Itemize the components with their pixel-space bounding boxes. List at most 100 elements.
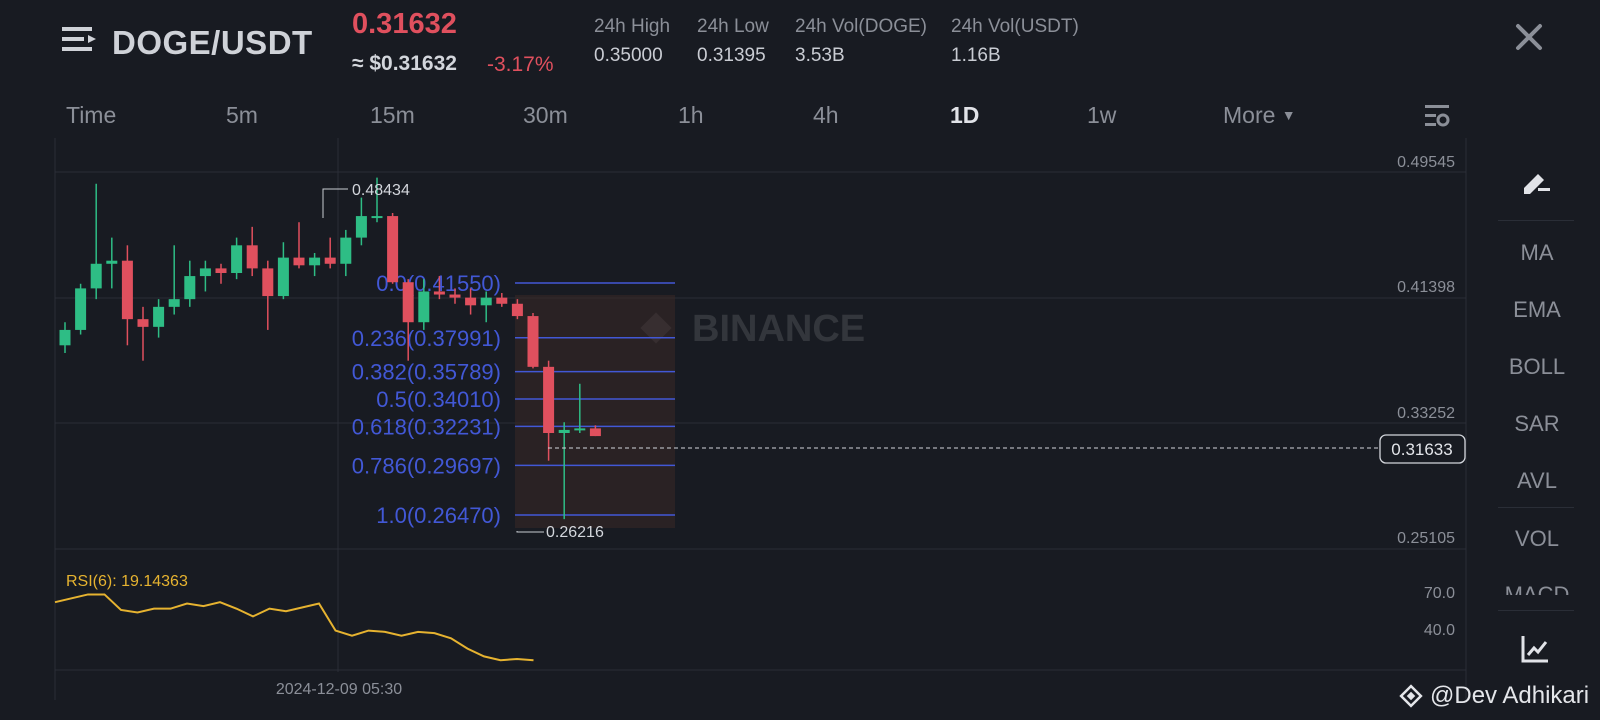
panel-divider <box>1498 507 1574 508</box>
candle-body <box>199 268 211 277</box>
candle-body <box>168 299 180 307</box>
rsi-label: RSI(6): 19.14363 <box>66 573 188 590</box>
current-price-tag <box>1379 434 1466 464</box>
indicator-ema[interactable]: EMA <box>1513 297 1561 322</box>
candle-body <box>90 263 102 289</box>
candle-body <box>574 428 586 431</box>
candle-body <box>433 291 445 295</box>
fib-label: 0.786(0.29697) <box>352 453 501 478</box>
credit-label: @Dev Adhikari <box>1430 682 1590 709</box>
candle-body <box>371 216 383 219</box>
stat-value: 3.53B <box>795 45 845 66</box>
candle-body <box>402 282 414 323</box>
price-axis-label: 0.49545 <box>1397 154 1455 171</box>
fibonacci-lines: 0.0(0.41550)0.236(0.37991)0.382(0.35789)… <box>352 271 675 528</box>
chart-grid <box>54 138 1467 700</box>
candle-body <box>309 257 321 266</box>
current-price-tag-text: 0.31633 <box>1391 440 1452 459</box>
candle-body <box>231 245 243 273</box>
stat-value: 0.35000 <box>594 45 663 66</box>
indicator-boll[interactable]: BOLL <box>1508 354 1566 379</box>
last-price: 0.31632 <box>352 8 457 40</box>
watermark-text: BINANCE <box>692 308 865 350</box>
candle-body <box>137 319 149 327</box>
fib-label: 1.0(0.26470) <box>376 503 501 528</box>
fib-label: 0.236(0.37991) <box>352 326 501 351</box>
caret-down-icon: ▼ <box>1281 107 1296 123</box>
fib-label: 0.382(0.35789) <box>352 360 501 385</box>
candle-body <box>387 216 399 283</box>
tab-30m[interactable]: 30m <box>523 102 568 128</box>
candle-body <box>121 260 133 320</box>
tab-15m[interactable]: 15m <box>370 102 415 128</box>
close-icon[interactable] <box>1512 20 1546 54</box>
candle-body <box>153 306 165 327</box>
panel-divider <box>1498 220 1574 221</box>
candle-body <box>558 429 570 433</box>
rsi-axis-label: 70.0 <box>1424 585 1455 602</box>
tab-1d[interactable]: 1D <box>950 102 980 128</box>
trading-pair-title[interactable]: DOGE/USDT <box>112 24 313 61</box>
indicator-macd[interactable]: MACD <box>1504 582 1570 595</box>
stat-label: 24h Low <box>697 16 769 37</box>
chart-indicator-icon[interactable] <box>1520 634 1550 664</box>
price-axis-label: 0.25105 <box>1397 530 1455 547</box>
stat-24h-low: 24h Low 0.31395 <box>697 16 769 67</box>
candle-body <box>543 366 555 433</box>
candle-body <box>246 245 258 269</box>
candle-body <box>589 428 601 437</box>
candle-body <box>449 294 461 298</box>
tab-more-label: More <box>1223 102 1276 128</box>
stat-label: 24h Vol(USDT) <box>951 16 1079 37</box>
rsi-line <box>54 593 534 662</box>
candle-body <box>215 268 227 273</box>
indicator-ma[interactable]: MA <box>1520 240 1554 265</box>
price-axis-label: 0.41398 <box>1397 279 1455 296</box>
rsi-axis-label: 40.0 <box>1424 622 1455 639</box>
tab-4h[interactable]: 4h <box>813 102 839 128</box>
high-marker-line <box>322 188 348 218</box>
tab-1w[interactable]: 1w <box>1087 102 1117 128</box>
candle-body <box>480 297 492 306</box>
candle-body <box>106 260 118 264</box>
stat-label: 24h High <box>594 16 671 37</box>
indicator-vol[interactable]: VOL <box>1514 526 1560 551</box>
tab-more[interactable]: More ▼ <box>1223 102 1296 129</box>
menu-icon[interactable] <box>62 24 96 58</box>
indicator-avl[interactable]: AVL <box>1517 468 1557 493</box>
fib-label: 0.618(0.32231) <box>352 414 501 439</box>
candle-body <box>184 276 196 300</box>
candle-body <box>277 257 289 297</box>
candle-body <box>418 291 430 323</box>
low-marker-line <box>516 531 544 533</box>
candle-body <box>293 257 305 266</box>
stat-24h-high: 24h High 0.35000 <box>594 16 670 67</box>
panel-divider <box>1498 610 1574 611</box>
candle-body <box>262 268 274 297</box>
candle-body <box>355 216 367 238</box>
stat-24h-vol-usdt: 24h Vol(USDT) 1.16B <box>951 16 1079 67</box>
chart-settings-icon[interactable] <box>1423 102 1451 130</box>
candle-body <box>59 329 71 346</box>
candle-body <box>340 237 352 264</box>
candle-body <box>511 303 523 317</box>
tab-5m[interactable]: 5m <box>226 102 258 128</box>
draw-tool-icon[interactable] <box>1520 166 1552 198</box>
stat-24h-vol-doge: 24h Vol(DOGE) 3.53B <box>795 16 927 67</box>
price-axis-label: 0.33252 <box>1397 405 1455 422</box>
candle-body <box>465 297 477 306</box>
tab-1h[interactable]: 1h <box>678 102 704 128</box>
price-change-percent: -3.17% <box>487 53 554 76</box>
candlesticks <box>59 177 601 520</box>
candle-body <box>324 257 336 264</box>
fibonacci-zone <box>515 295 675 528</box>
fib-label: 0.5(0.34010) <box>376 387 501 412</box>
indicator-sar[interactable]: SAR <box>1514 411 1560 436</box>
time-axis-label: 2024-12-09 05:30 <box>276 681 402 698</box>
candle-body <box>527 316 539 367</box>
stat-label: 24h Vol(DOGE) <box>795 16 927 37</box>
tab-time[interactable]: Time <box>66 102 117 128</box>
approx-usd-price: ≈ $0.31632 <box>352 52 457 75</box>
candle-body <box>75 288 87 330</box>
